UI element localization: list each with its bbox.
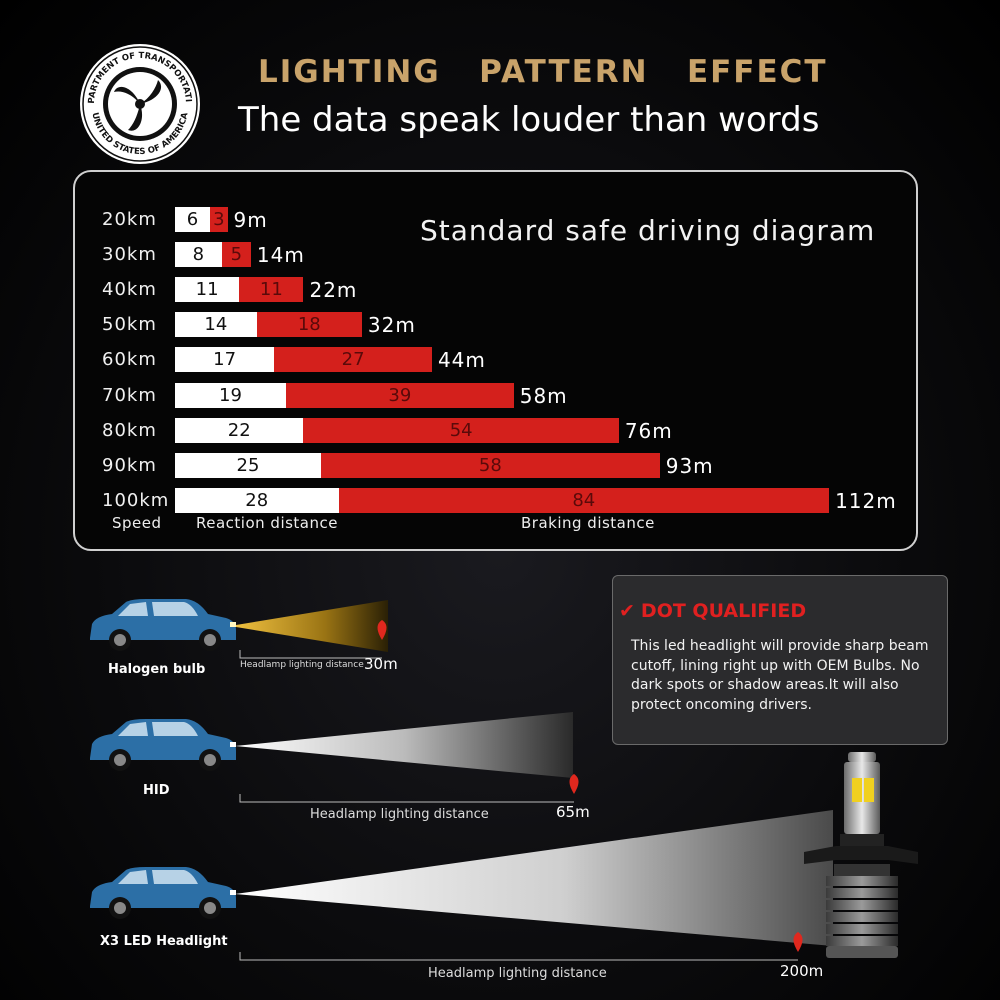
braking-distance-bar: 27 xyxy=(274,347,432,373)
halogen-distance-value: 30m xyxy=(364,655,398,673)
braking-distance-bar: 54 xyxy=(303,417,619,443)
check-icon: ✔ xyxy=(619,600,635,622)
speed-label: 100km xyxy=(102,489,170,511)
dot-seal-logo: DEPARTMENT OF TRANSPORTATION UNITED STAT… xyxy=(78,42,200,164)
chart-title: Standard safe driving diagram xyxy=(420,214,876,247)
led-bulb-product-image xyxy=(804,752,918,958)
stopping-distance-total: 9m xyxy=(233,208,268,232)
reaction-distance-bar: 22 xyxy=(175,417,304,443)
led-beam xyxy=(235,810,833,946)
stopping-distance-total: 112m xyxy=(835,488,897,513)
car-halogen xyxy=(90,599,236,651)
braking-distance-bar: 58 xyxy=(321,452,660,478)
braking-axis-label: Braking distance xyxy=(521,514,655,532)
halogen-label: Halogen bulb xyxy=(108,662,206,677)
page-title: LIGHTING PATTERN EFFECT xyxy=(258,54,828,90)
led-label: X3 LED Headlight xyxy=(100,934,228,949)
stopping-distance-total: 14m xyxy=(256,243,305,268)
hid-beam xyxy=(235,712,573,778)
hid-label: HID xyxy=(143,783,170,798)
stopping-distance-total: 76m xyxy=(624,418,673,443)
page-subtitle: The data speak louder than words xyxy=(238,100,820,140)
marker-icon-led xyxy=(793,932,803,952)
hid-distance-caption: Headlamp lighting distance xyxy=(310,807,489,822)
braking-distance-bar: 18 xyxy=(256,312,362,338)
speed-label: 80km xyxy=(102,419,157,441)
braking-distance-bar: 5 xyxy=(221,242,251,268)
braking-distance-bar: 3 xyxy=(210,207,228,232)
marker-icon-hid xyxy=(569,774,579,794)
reaction-distance-bar: 17 xyxy=(175,347,275,373)
dot-qualified-title: ✔ DOT QUALIFIED xyxy=(619,600,806,622)
reaction-distance-bar: 28 xyxy=(175,487,339,513)
hid-distance-value: 65m xyxy=(556,803,590,821)
speed-label: 40km xyxy=(102,279,157,301)
led-distance-value: 200m xyxy=(780,962,824,980)
stopping-distance-total: 44m xyxy=(437,348,486,373)
reaction-distance-bar: 19 xyxy=(175,382,286,408)
stopping-distance-total: 22m xyxy=(309,278,358,303)
braking-distance-bar: 11 xyxy=(239,277,304,303)
halogen-beam xyxy=(230,600,388,652)
braking-distance-bar: 84 xyxy=(338,487,830,513)
braking-distance-bar: 39 xyxy=(285,382,514,408)
reaction-axis-label: Reaction distance xyxy=(196,514,338,532)
dot-qualified-text: This led headlight will provide sharp be… xyxy=(631,638,929,713)
reaction-distance-bar: 6 xyxy=(175,207,211,232)
dot-qualified-box xyxy=(612,575,948,745)
speed-label: 20km xyxy=(102,209,157,230)
speed-label: 60km xyxy=(102,349,157,371)
dot-title-text: DOT QUALIFIED xyxy=(640,600,807,622)
stopping-distance-total: 58m xyxy=(519,383,568,408)
halogen-distance-caption: Headlamp lighting distance xyxy=(240,660,364,670)
speed-axis-label: Speed xyxy=(112,514,162,532)
led-distance-caption: Headlamp lighting distance xyxy=(428,966,607,981)
location-marker-icons xyxy=(377,620,803,952)
reaction-distance-bar: 14 xyxy=(175,312,257,338)
speed-label: 50km xyxy=(102,314,157,336)
reaction-distance-bar: 8 xyxy=(175,242,222,268)
reaction-distance-bar: 11 xyxy=(175,277,240,303)
reaction-distance-bar: 25 xyxy=(175,452,321,478)
car-hid xyxy=(90,719,236,771)
stopping-distance-total: 93m xyxy=(665,453,714,478)
speed-label: 90km xyxy=(102,454,157,476)
speed-label: 30km xyxy=(102,244,157,266)
car-led xyxy=(90,867,236,919)
speed-label: 70km xyxy=(102,384,157,406)
stopping-distance-total: 32m xyxy=(367,313,416,338)
marker-icon-halogen xyxy=(377,620,387,640)
